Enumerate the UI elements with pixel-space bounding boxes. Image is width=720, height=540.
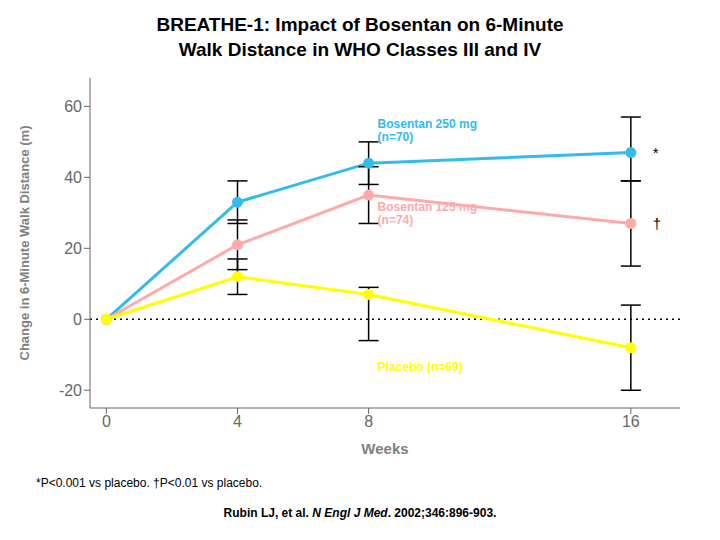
svg-text:0: 0 (73, 311, 82, 328)
svg-text:*: * (653, 144, 659, 161)
html-text:Rubin LJ, et al. N Engl J Med.: Rubin LJ, et al. N Engl J Med. 2002;346:… (223, 506, 497, 520)
svg-text:Change in 6-Minute Walk Distan: Change in 6-Minute Walk Distance (m) (17, 126, 32, 361)
svg-text:60: 60 (64, 98, 82, 115)
svg-text:8: 8 (364, 413, 373, 430)
svg-text:4: 4 (233, 413, 242, 430)
html-text:Walk Distance in WHO Classes I: Walk Distance in WHO Classes III and IV (178, 39, 542, 60)
svg-text:20: 20 (64, 240, 82, 257)
svg-text:†: † (653, 215, 661, 232)
svg-text:Placebo (n=69): Placebo (n=69) (378, 360, 463, 374)
svg-text:Bosentan 125 mg(n=74): Bosentan 125 mg(n=74) (378, 200, 477, 227)
svg-text:16: 16 (622, 413, 640, 430)
svg-text:Bosentan 250 mg(n=70): Bosentan 250 mg(n=70) (378, 117, 477, 144)
svg-text:Weeks: Weeks (361, 440, 408, 457)
html-text:BREATHE-1: Impact of Bosentan: BREATHE-1: Impact of Bosentan on 6-Minut… (156, 14, 564, 35)
svg-text:40: 40 (64, 169, 82, 186)
svg-text:-20: -20 (59, 382, 82, 399)
html-text:*P<0.001 vs placebo. †P<0.01 v: *P<0.001 vs placebo. †P<0.01 vs placebo. (36, 476, 263, 490)
svg-text:0: 0 (102, 413, 111, 430)
